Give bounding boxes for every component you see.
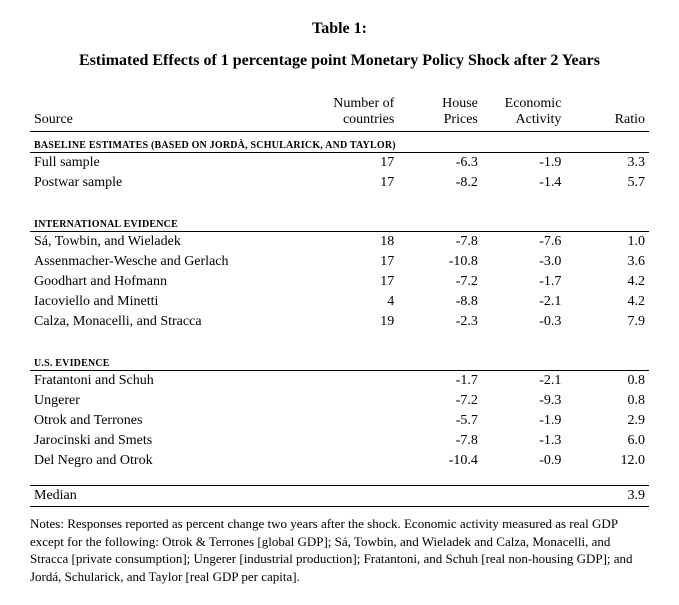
cell-n: 18 [315,232,399,253]
cell-econ: -0.3 [482,312,566,332]
col-ratio: Ratio [565,94,649,132]
cell-house: -8.2 [398,173,482,193]
table-label: Table 1: [30,20,649,38]
table-row: Iacoviello and Minetti4-8.8-2.14.2 [30,292,649,312]
cell-econ: -1.4 [482,173,566,193]
cell-ratio: 5.7 [565,173,649,193]
section-header-cell: U.S. EVIDENCE [30,346,649,371]
cell-n [315,411,399,431]
table-row: Calza, Monacelli, and Stracca19-2.3-0.37… [30,312,649,332]
cell-house: -7.2 [398,272,482,292]
source: Otrok and Terrones [30,411,315,431]
cell-ratio: 0.8 [565,391,649,411]
section-header-cell: INTERNATIONAL EVIDENCE [30,207,649,232]
median-empty [315,486,399,507]
spacer-row [30,193,649,207]
cell-ratio: 4.2 [565,292,649,312]
effects-table: Source Number of countries House Prices … [30,94,649,507]
cell-econ: -1.9 [482,153,566,174]
spacer-row [30,471,649,486]
median-empty [398,486,482,507]
table-row: Sá, Towbin, and Wieladek18-7.8-7.61.0 [30,232,649,253]
cell-house: -6.3 [398,153,482,174]
cell-n: 17 [315,272,399,292]
cell-econ: -1.9 [482,411,566,431]
source: Jarocinski and Smets [30,431,315,451]
cell-house: -7.8 [398,232,482,253]
cell-ratio: 12.0 [565,451,649,471]
cell-ratio: 4.2 [565,272,649,292]
cell-n: 19 [315,312,399,332]
cell-house: -2.3 [398,312,482,332]
source: Fratantoni and Schuh [30,371,315,392]
section-header: INTERNATIONAL EVIDENCE [30,207,649,232]
cell-n [315,371,399,392]
cell-ratio: 3.6 [565,252,649,272]
cell-ratio: 7.9 [565,312,649,332]
cell-house: -5.7 [398,411,482,431]
source: Ungerer [30,391,315,411]
table-row: Assenmacher-Wesche and Gerlach17-10.8-3.… [30,252,649,272]
cell-n [315,431,399,451]
col-ncountries: Number of countries [315,94,399,132]
cell-n: 17 [315,153,399,174]
cell-econ: -2.1 [482,371,566,392]
table-row: Jarocinski and Smets -7.8-1.36.0 [30,431,649,451]
cell-house: -8.8 [398,292,482,312]
source: Postwar sample [30,173,315,193]
median-label: Median [30,486,315,507]
table-row: Goodhart and Hofmann17-7.2-1.74.2 [30,272,649,292]
cell-econ: -0.9 [482,451,566,471]
source: Calza, Monacelli, and Stracca [30,312,315,332]
table-row: Full sample17-6.3-1.93.3 [30,153,649,174]
median-empty [482,486,566,507]
cell-econ: -3.0 [482,252,566,272]
col-source: Source [30,94,315,132]
median-ratio: 3.9 [565,486,649,507]
cell-n: 17 [315,252,399,272]
cell-econ: -1.7 [482,272,566,292]
cell-n: 17 [315,173,399,193]
cell-ratio: 6.0 [565,431,649,451]
title-block: Table 1: Estimated Effects of 1 percenta… [30,20,649,70]
cell-ratio: 0.8 [565,371,649,392]
source: Goodhart and Hofmann [30,272,315,292]
col-econ: Economic Activity [482,94,566,132]
cell-ratio: 1.0 [565,232,649,253]
table-row: Ungerer -7.2-9.30.8 [30,391,649,411]
cell-house: -10.4 [398,451,482,471]
cell-house: -1.7 [398,371,482,392]
cell-econ: -1.3 [482,431,566,451]
cell-econ: -7.6 [482,232,566,253]
table-title: Estimated Effects of 1 percentage point … [30,52,649,70]
source: Iacoviello and Minetti [30,292,315,312]
cell-house: -7.2 [398,391,482,411]
source: Sá, Towbin, and Wieladek [30,232,315,253]
median-row: Median 3.9 [30,486,649,507]
cell-n [315,451,399,471]
source: Full sample [30,153,315,174]
table-row: Otrok and Terrones -5.7-1.92.9 [30,411,649,431]
cell-ratio: 2.9 [565,411,649,431]
source: Del Negro and Otrok [30,451,315,471]
cell-n: 4 [315,292,399,312]
cell-econ: -2.1 [482,292,566,312]
source: Assenmacher-Wesche and Gerlach [30,252,315,272]
spacer-row [30,332,649,346]
section-header: U.S. EVIDENCE [30,346,649,371]
header-row: Source Number of countries House Prices … [30,94,649,132]
table-row: Del Negro and Otrok -10.4-0.912.0 [30,451,649,471]
col-house: House Prices [398,94,482,132]
cell-house: -7.8 [398,431,482,451]
cell-ratio: 3.3 [565,153,649,174]
table-row: Fratantoni and Schuh -1.7-2.10.8 [30,371,649,392]
cell-econ: -9.3 [482,391,566,411]
cell-n [315,391,399,411]
section-header: BASELINE ESTIMATES (BASED ON JORDÀ, SCHU… [30,132,649,153]
cell-house: -10.8 [398,252,482,272]
table-row: Postwar sample17-8.2-1.45.7 [30,173,649,193]
section-header-cell: BASELINE ESTIMATES (BASED ON JORDÀ, SCHU… [30,132,649,153]
